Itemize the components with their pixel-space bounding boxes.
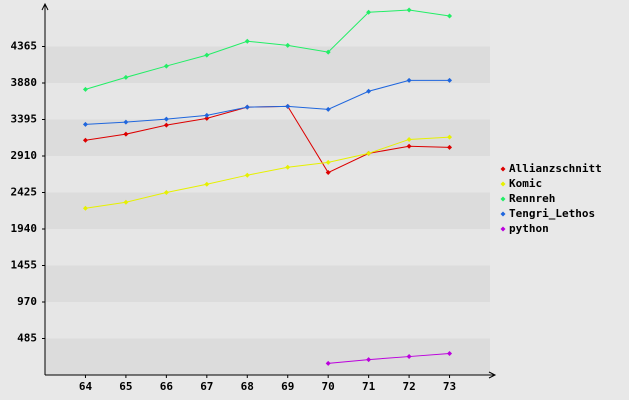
y-tick-label: 970 (17, 295, 37, 308)
point (325, 49, 331, 55)
point (204, 112, 210, 118)
point (325, 360, 331, 366)
x-tick-label: 64 (79, 380, 93, 393)
y-tick-label: 1940 (11, 222, 38, 235)
point (82, 205, 88, 211)
point (406, 136, 412, 142)
x-tick-label: 72 (402, 380, 415, 393)
legend-label: python (509, 222, 549, 235)
legend-label: Rennreh (509, 192, 555, 205)
grid-band (45, 119, 490, 156)
grid-band (45, 192, 490, 229)
point (204, 181, 210, 187)
grid-band (45, 302, 490, 339)
grid-band (45, 46, 490, 83)
point (244, 38, 250, 44)
point (406, 354, 412, 360)
legend-marker (500, 211, 506, 217)
y-tick-label: 1455 (11, 259, 38, 272)
y-tick-label: 485 (17, 332, 37, 345)
point (204, 115, 210, 121)
y-tick-label: 4365 (11, 40, 38, 53)
legend-label: Tengri_Lethos (509, 207, 595, 220)
series-line (85, 136, 450, 209)
x-tick-label: 66 (160, 380, 174, 393)
x-tick-label: 71 (362, 380, 376, 393)
y-tick-label: 3880 (11, 76, 38, 89)
legend-marker (500, 196, 506, 202)
y-tick-label: 2910 (11, 149, 38, 162)
x-tick-label: 70 (322, 380, 335, 393)
point (325, 106, 331, 112)
x-axis-arrow (488, 371, 497, 379)
point (204, 52, 210, 58)
point (244, 104, 250, 110)
point (82, 86, 88, 92)
grid-band (45, 156, 490, 193)
legend-marker (500, 226, 506, 232)
legend-label: Allianzschnitt (509, 162, 602, 175)
point (447, 77, 453, 83)
point (325, 159, 331, 165)
point (285, 103, 291, 109)
x-tick-label: 67 (200, 380, 213, 393)
point (366, 357, 372, 363)
x-tick-label: 68 (241, 380, 254, 393)
y-axis-arrow (41, 2, 49, 11)
legend-label: Komic (509, 177, 542, 190)
grid-band (45, 338, 490, 375)
point (123, 119, 129, 125)
point (406, 77, 412, 83)
point (163, 63, 169, 69)
y-tick-label: 2425 (11, 186, 38, 199)
point (163, 190, 169, 195)
point (366, 88, 372, 94)
point (82, 137, 88, 143)
point (366, 150, 372, 156)
point (244, 172, 250, 178)
point (325, 170, 331, 176)
point (406, 7, 412, 13)
series-line (85, 9, 450, 90)
point (447, 13, 453, 19)
y-tick-label: 3395 (11, 113, 38, 126)
point (447, 351, 453, 357)
x-tick-label: 73 (443, 380, 456, 393)
grid-band (45, 265, 490, 302)
point (82, 121, 88, 127)
x-tick-label: 65 (119, 380, 132, 393)
series-line (328, 353, 450, 364)
grid-band (45, 83, 490, 120)
point (406, 143, 412, 149)
grid-band (45, 229, 490, 266)
point (123, 74, 129, 80)
point (366, 9, 372, 15)
grid-band (45, 10, 490, 47)
point (285, 42, 291, 48)
point (123, 199, 129, 205)
legend-marker (500, 181, 506, 187)
series-line (85, 79, 450, 125)
point (447, 144, 453, 150)
legend-marker (500, 166, 506, 172)
point (123, 131, 129, 137)
point (447, 134, 453, 140)
point (163, 122, 169, 128)
x-tick-label: 69 (281, 380, 294, 393)
point (163, 116, 169, 122)
point (285, 164, 291, 170)
